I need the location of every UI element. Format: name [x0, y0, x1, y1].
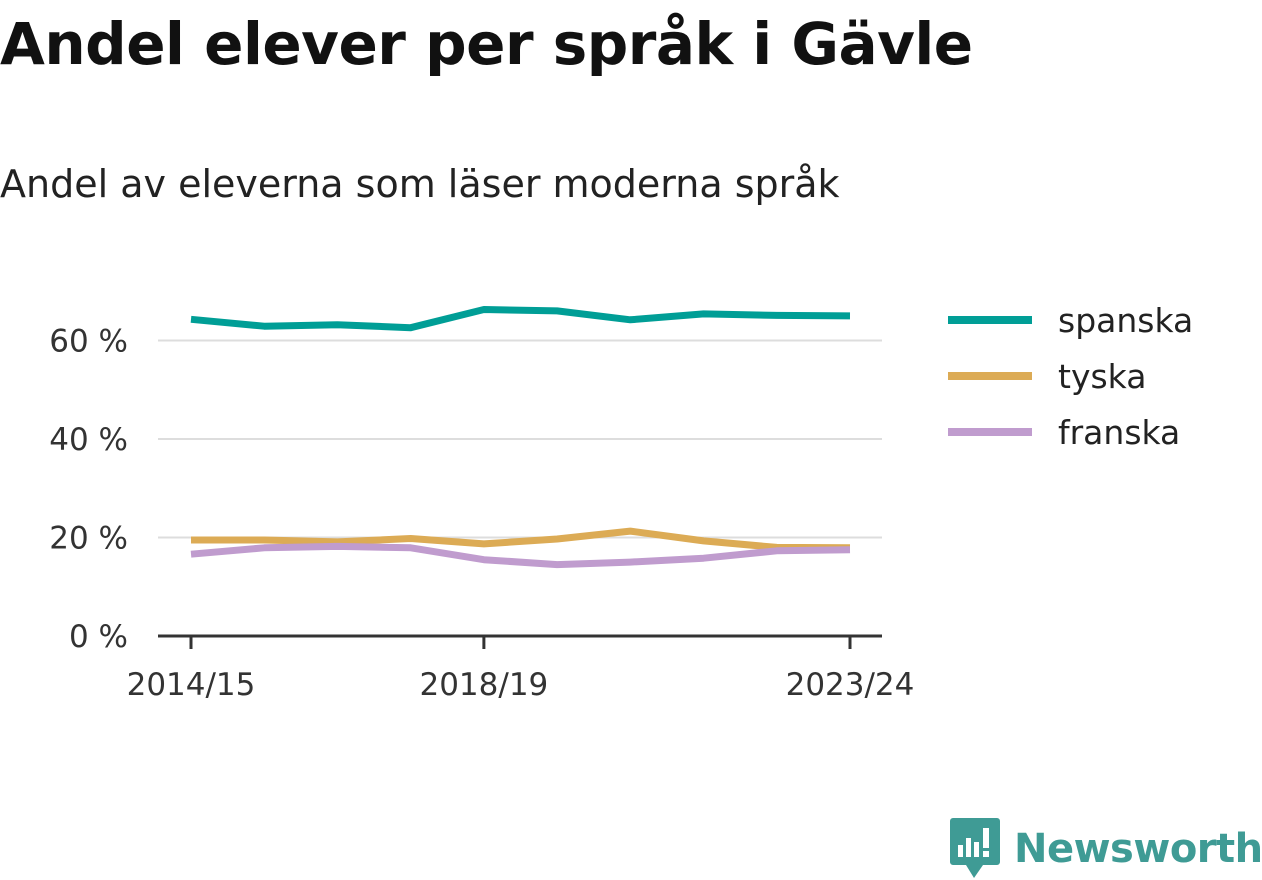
x-tick-label: 2014/15 [127, 667, 256, 703]
chart-subtitle: Andel av eleverna som läser moderna språ… [0, 162, 840, 206]
y-tick-label: 0 % [69, 619, 128, 655]
series-line-spanska [190, 306, 851, 332]
axes: 0 % 20 % 40 % 60 % 2014/15 2018/19 2023/24 [49, 324, 914, 704]
y-tick-label: 60 % [49, 324, 128, 360]
legend-label-franska: franska [1058, 413, 1180, 452]
x-tick-label: 2023/24 [786, 667, 915, 703]
series-lines [190, 306, 851, 569]
legend-label-spanska: spanska [1058, 301, 1193, 340]
newsworthy-logo: Newsworthy [950, 818, 1262, 880]
y-tick-label: 20 % [49, 521, 128, 557]
series-line-franska [190, 542, 851, 569]
gridlines [158, 339, 882, 539]
legend-label-tyska: tyska [1058, 357, 1146, 396]
newsworthy-logo-text: Newsworthy [1014, 826, 1262, 872]
y-tick-label: 40 % [49, 422, 128, 458]
legend: spanska tyska franska [948, 301, 1193, 452]
chart-title: Andel elever per språk i Gävle [0, 10, 973, 78]
x-tick-label: 2018/19 [419, 667, 548, 703]
series-line-tyska [191, 527, 851, 552]
newsworthy-logo-icon [950, 818, 1000, 878]
